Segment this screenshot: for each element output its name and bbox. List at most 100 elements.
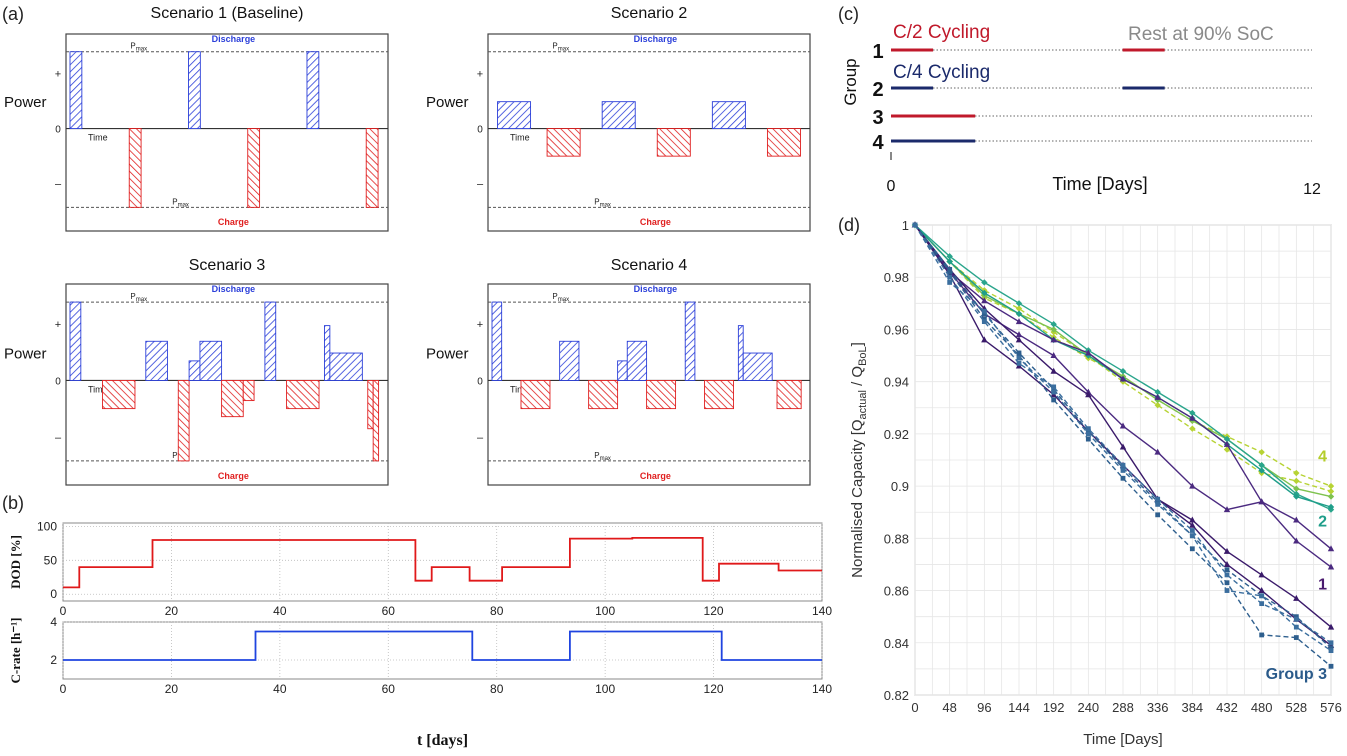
power-bar-3 [188,51,201,130]
data-point [1189,482,1196,489]
subplot-frame [62,522,823,602]
power-bar-8 [684,301,696,381]
data-point [1015,300,1023,307]
data-point [981,297,988,304]
charge-label: Charge [640,217,671,227]
axis-minus: – [55,432,62,444]
data-point [1085,426,1091,432]
y-axis-label-mid: / Q [849,366,866,390]
y-tick-label: 100 [37,519,57,533]
group-label: Group 3 [1266,666,1327,683]
discharge-label: Discharge [634,34,678,44]
x-tick-label: 240 [1077,700,1099,715]
power-bar-4 [588,380,619,410]
data-point [1051,397,1057,403]
x-tick-label: 40 [273,682,287,696]
group-row-3: 3 [872,107,1312,129]
group-label: 1 [1318,576,1327,593]
scenario-plot-4: Scenario 4 Discharge Charge Pmax Pmax + Power 0… [426,257,811,486]
x-tick-label: 20 [165,604,179,618]
y-tick-label: 0.92 [884,427,909,442]
scenario-title: Scenario 1 (Baseline) [151,5,304,22]
axis-time-label: Time [510,133,530,143]
y-axis-label: C-rate [h⁻¹] [8,618,23,684]
power-bar-2 [546,128,581,157]
data-point [1293,469,1300,477]
x-tick-label: 100 [595,682,615,696]
subplot-dod: 0 20 40 60 80 100 120 140 0 50 100 DOD [%] [8,519,832,618]
panel-b-dod-crate: 0 20 40 60 80 100 120 140 0 50 100 DOD [%] 0 20 40 60 80… [8,519,832,749]
data-point [1016,360,1022,366]
data-point [1154,448,1161,455]
x-tick-label: 40 [273,604,287,618]
data-point [1050,321,1057,328]
x-tick-label: 336 [1147,700,1169,715]
data-point [1223,440,1231,447]
data-point [1189,528,1195,533]
y-tick-label: 0.96 [884,322,909,337]
data-point [1224,567,1230,573]
x-tick-label: 120 [704,682,724,696]
pmax-sub: max [600,456,611,462]
x-axis-label: Time [Days] [1052,174,1147,194]
data-point [1015,336,1023,343]
data-point [1293,594,1300,601]
data-point [946,258,953,265]
power-bar-5 [617,360,628,381]
scenario-title: Scenario 4 [611,257,688,274]
power-bar-8 [242,380,255,402]
data-point [1259,632,1265,638]
scenario-title: Scenario 2 [611,5,688,22]
data-point [1050,367,1057,374]
data-point [1085,391,1092,398]
power-bar-1 [69,301,82,381]
power-bar-1 [497,101,532,130]
scenario-frame [65,33,389,232]
axis-plus: + [477,319,483,331]
axis-power-label: Power [426,345,469,362]
data-point [981,336,988,343]
power-bar-12 [776,380,802,410]
data-point [1085,431,1091,437]
data-point [1328,645,1334,651]
group-label: 3 [872,107,883,129]
panel-d-capacity: 0 48 96 144 192 240 288 336 384 432 480 528 576 0.82 0… [849,218,1342,748]
x-tick-label: 100 [595,604,615,618]
x-tick-label: 384 [1181,700,1203,715]
scenario-frame [487,33,811,232]
data-point [947,280,953,285]
x-tick-label: 0 [60,682,67,696]
y-axis-label-sub: BoL [857,346,869,366]
data-point [981,311,987,317]
data-point [1258,448,1265,456]
data-point [1120,468,1126,473]
group-row-4: 4 [872,132,1312,154]
power-bar-6 [199,340,223,381]
data-point [981,308,987,314]
data-point [1120,462,1126,468]
data-point [1050,336,1057,343]
x-tick-label: 96 [977,700,991,715]
data-point [1119,422,1127,429]
scenario-plot-3: Scenario 3DischargeChargePmaxPmax+Power0… [4,257,389,486]
x-tick-label: 528 [1285,700,1307,715]
discharge-label: Discharge [634,284,678,294]
x-tick-label: 140 [812,682,832,696]
x-tick-label: 120 [704,604,724,618]
y-tick-label: 0 [50,587,57,601]
pmax-lower-label: Pmax [594,451,611,462]
data-point [1327,563,1335,570]
power-bar-3 [601,101,636,130]
data-point [1154,393,1161,400]
axis-time-label: Time [88,384,108,394]
power-bar-4 [247,128,261,208]
power-bar-12 [329,352,363,381]
subplot-frame [62,621,823,680]
pmax-lower-label: Pmax [172,197,189,208]
power-bar-3 [145,340,168,381]
power-bar-9 [264,301,277,381]
data-point [1155,512,1161,518]
data-point [1223,560,1231,567]
axis-minus: – [477,179,484,191]
